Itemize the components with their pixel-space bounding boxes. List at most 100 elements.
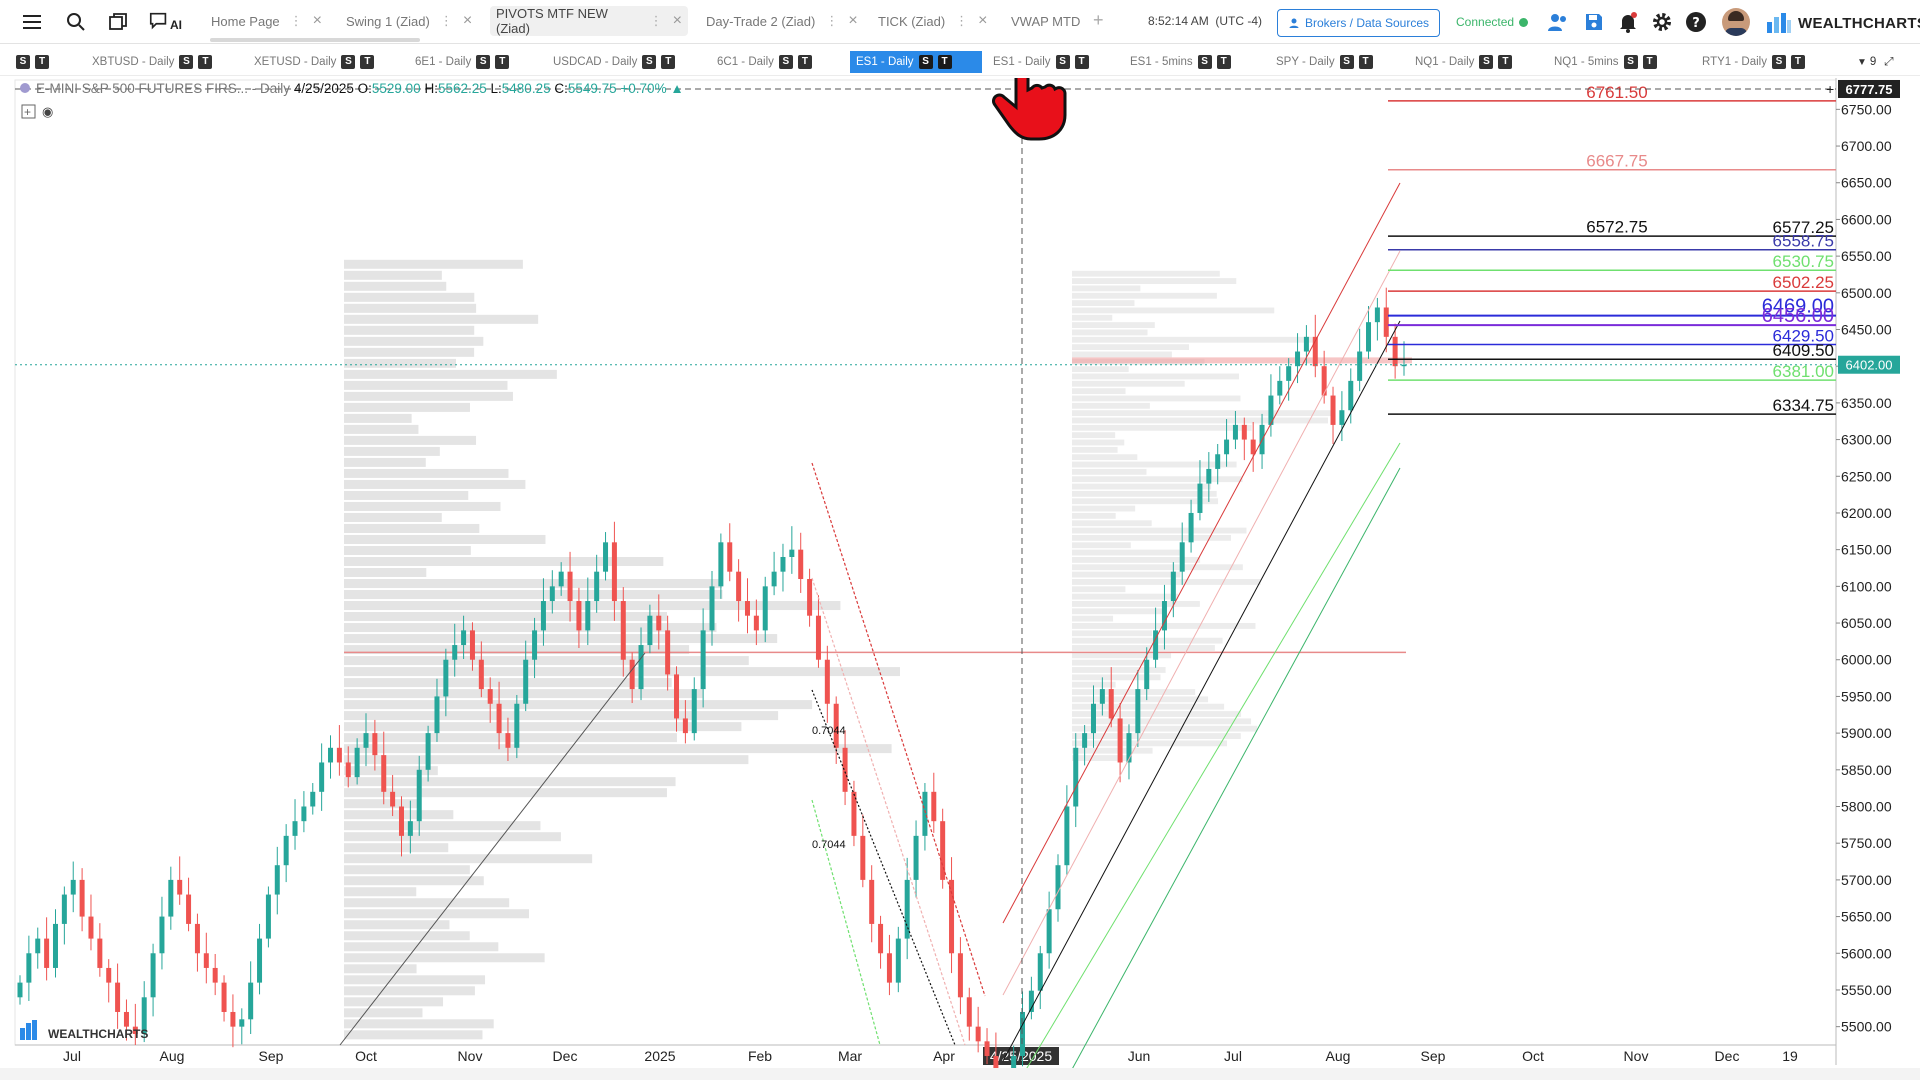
menu-icon[interactable]	[20, 10, 44, 34]
add-tab-icon[interactable]: +	[1093, 10, 1104, 30]
settings-gear-icon[interactable]	[1650, 10, 1674, 34]
price-chart[interactable]: 5500.00 5550.00 5600.00 5650.00 5700.00 5750.…	[0, 54, 1920, 1080]
chart-tab-xbtusd-daily[interactable]: XBTUSD - Daily S T	[92, 51, 213, 73]
hide-eye-icon[interactable]: ◉	[42, 104, 53, 119]
symbol-sync-toggle[interactable]: S	[16, 55, 30, 69]
time-link-toggle[interactable]: T	[1358, 55, 1373, 69]
pivot-levels: 6761.50 6667.75 6577.25 6572.75 6558.756530.…	[1388, 83, 1836, 415]
time-link-toggle[interactable]: T	[1642, 55, 1657, 69]
candle	[97, 923, 103, 977]
expand-icon[interactable]: ⤢	[1884, 55, 1894, 68]
tab-pivots-mtf-new[interactable]: PIVOTS MTF NEW (Ziad) ⋮ ×	[490, 6, 688, 36]
tabs-scrollbar[interactable]	[210, 38, 420, 42]
symbol-link-toggle[interactable]: S	[476, 55, 491, 69]
symbol-link-toggle[interactable]: S	[1197, 55, 1212, 69]
volume-bar	[1072, 468, 1147, 475]
chart-tab-xetusd-daily[interactable]: XETUSD - Daily S T	[254, 51, 375, 73]
time-sync-toggle[interactable]: T	[35, 55, 49, 69]
avatar[interactable]	[1722, 8, 1750, 36]
close-icon[interactable]: ×	[462, 12, 473, 29]
symbol-link-toggle[interactable]: S	[1623, 55, 1638, 69]
layouts-icon[interactable]	[106, 10, 130, 34]
tab-menu-icon[interactable]: ⋮	[955, 13, 969, 28]
candle	[487, 677, 493, 723]
symbol-link-toggle[interactable]: S	[1339, 55, 1354, 69]
help-icon[interactable]: ?	[1684, 10, 1708, 34]
more-tabs-dropdown[interactable]: ▼ 9 ⤢	[1857, 51, 1894, 73]
watermark: WEALTHCHARTS	[20, 1020, 148, 1041]
time-link-toggle[interactable]: T	[1216, 55, 1231, 69]
tab-menu-icon[interactable]: ⋮	[289, 13, 303, 28]
candle-body	[203, 953, 209, 968]
time-link-toggle[interactable]: T	[495, 55, 510, 69]
tab-menu-icon[interactable]: ⋮	[649, 13, 663, 28]
brokers-data-sources-button[interactable]: Brokers / Data Sources	[1277, 9, 1440, 37]
time-link-toggle[interactable]: T	[937, 55, 952, 69]
symbol-link-toggle[interactable]: S	[778, 55, 793, 69]
ai-assistant-button[interactable]: AI	[148, 10, 182, 32]
close-icon[interactable]: ×	[848, 12, 858, 29]
time-link-toggle[interactable]: T	[1498, 55, 1513, 69]
tab-tick[interactable]: TICK (Ziad) ⋮ ×	[872, 6, 994, 36]
tab-home-page[interactable]: Home Page ⋮ ×	[205, 6, 328, 36]
chart-tab-nq1-5mins[interactable]: NQ1 - 5mins S T	[1554, 51, 1657, 73]
volume-bar	[344, 292, 475, 302]
candle-body	[221, 982, 227, 1012]
close-icon[interactable]: ×	[312, 12, 322, 29]
candle-body	[594, 571, 600, 602]
tab-swing-1[interactable]: Swing 1 (Ziad) ⋮ ×	[340, 6, 478, 36]
close-icon[interactable]: ×	[672, 12, 682, 29]
chart-tab-nq1-daily[interactable]: NQ1 - Daily S T	[1415, 51, 1513, 73]
community-icon[interactable]	[1546, 10, 1570, 34]
symbol-link-toggle[interactable]: S	[1771, 55, 1786, 69]
tab-menu-icon[interactable]: ⋮	[439, 13, 453, 28]
tab-day-trade-2[interactable]: Day-Trade 2 (Ziad) ⋮ ×	[700, 6, 864, 36]
time-link-toggle[interactable]: T	[1790, 55, 1805, 69]
symbol-link-toggle[interactable]: S	[642, 55, 657, 69]
chart-tab-6c1-daily[interactable]: 6C1 - Daily S T	[717, 51, 812, 73]
candle	[1126, 724, 1132, 780]
candle-body	[709, 586, 715, 631]
symbol-link-toggle[interactable]: S	[341, 55, 356, 69]
chart-tab-usdcad-daily[interactable]: USDCAD - Daily S T	[553, 51, 676, 73]
ohlc-part: 4/25/2025	[294, 81, 358, 96]
candle	[1357, 328, 1363, 392]
search-icon[interactable]	[64, 10, 88, 34]
tab-vwap-mtd[interactable]: VWAP MTD	[1005, 6, 1086, 36]
symbol-link-toggle[interactable]: S	[1479, 55, 1494, 69]
save-icon[interactable]	[1582, 10, 1606, 34]
time-link-toggle[interactable]: T	[360, 55, 375, 69]
symbol-link-toggle[interactable]: S	[179, 55, 194, 69]
chart-tab-spy-daily[interactable]: SPY - Daily S T	[1276, 51, 1373, 73]
fib-channel-line	[811, 799, 881, 1046]
candle-body	[52, 923, 58, 968]
chart-tab-label: XBTUSD - Daily	[92, 56, 175, 68]
tab-label: TICK (Ziad)	[878, 13, 946, 29]
candle-body	[611, 542, 617, 602]
time-link-toggle[interactable]: T	[1074, 55, 1089, 69]
candle-body	[425, 733, 431, 770]
candle	[106, 959, 112, 1003]
time-link-toggle[interactable]: T	[797, 55, 812, 69]
candle-body	[1401, 364, 1407, 367]
symbol-link-toggle[interactable]: S	[918, 55, 933, 69]
chart-tab-rty1-daily[interactable]: RTY1 - Daily S T	[1702, 51, 1805, 73]
time-link-toggle[interactable]: T	[198, 55, 213, 69]
time-link-toggle[interactable]: T	[661, 55, 676, 69]
watermark-text: WEALTHCHARTS	[48, 1027, 148, 1041]
volume-bar	[344, 380, 508, 390]
chart-tab-es1-5mins[interactable]: ES1 - 5mins S T	[1130, 51, 1231, 73]
tab-menu-icon[interactable]: ⋮	[825, 13, 839, 28]
close-icon[interactable]: ×	[978, 12, 988, 29]
chart-area[interactable]: 5500.00 5550.00 5600.00 5650.00 5700.00 5750.…	[0, 54, 1920, 1080]
volume-bar	[344, 545, 471, 555]
symbol-link-toggle[interactable]: S	[1055, 55, 1070, 69]
add-plus-icon[interactable]: +	[1826, 81, 1834, 97]
add-indicator-icon[interactable]	[21, 104, 36, 119]
candle-body	[957, 953, 963, 998]
chart-tab-es1-daily[interactable]: ES1 - Daily S T	[993, 51, 1089, 73]
chart-tab-es1-daily[interactable]: ES1 - Daily S T	[850, 51, 982, 73]
bottom-scrollbar[interactable]	[0, 1068, 1920, 1080]
chart-tab-6e1-daily[interactable]: 6E1 - Daily S T	[415, 51, 510, 73]
notifications-icon[interactable]	[1616, 10, 1640, 34]
